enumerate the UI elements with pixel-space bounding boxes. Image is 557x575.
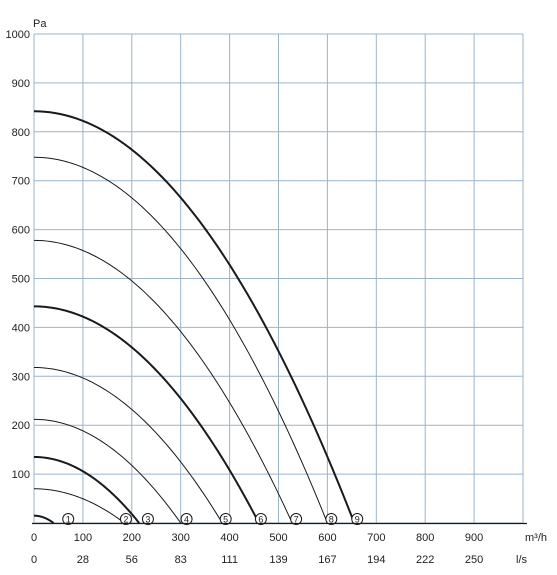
x-secondary-tick-label: 250 xyxy=(465,554,483,566)
y-tick-label: 100 xyxy=(12,469,30,481)
curve-8 xyxy=(33,156,328,524)
y-tick-label: 300 xyxy=(12,371,30,383)
curve-1 xyxy=(33,514,55,524)
curve-2 xyxy=(33,488,125,524)
y-tick-label: 900 xyxy=(12,78,30,90)
curve-label-circle xyxy=(325,513,338,525)
grid xyxy=(33,33,524,524)
curve-label-text: 8 xyxy=(329,515,334,525)
x-tick-label: 500 xyxy=(269,532,287,544)
x-tick-label: 300 xyxy=(172,532,190,544)
curve-label-circle xyxy=(290,513,303,525)
x-secondary-tick-label: 56 xyxy=(126,554,138,566)
curve-labels: 1 2 3 4 5 6 7 8 9 xyxy=(62,513,364,525)
x-tick-label: 200 xyxy=(123,532,141,544)
curve-label-text: 2 xyxy=(123,515,128,525)
x-unit-secondary-label: l/s xyxy=(516,554,528,566)
y-tick-label: 1000 xyxy=(6,29,30,41)
curve-label-text: 1 xyxy=(66,515,71,525)
y-tick-label: 500 xyxy=(12,274,30,286)
x-secondary-tick-label: 28 xyxy=(77,554,89,566)
x-tick-label: 0 xyxy=(31,532,37,544)
curve-3 xyxy=(33,455,140,524)
curve-label-text: 5 xyxy=(223,515,228,525)
curve-label-circle xyxy=(219,513,232,525)
curve-4 xyxy=(33,418,182,524)
y-tick-label: 800 xyxy=(12,127,30,139)
curve-label-text: 3 xyxy=(145,515,150,525)
x-tick-label: 900 xyxy=(465,532,483,544)
y-unit-label: Pa xyxy=(33,18,47,30)
curve-label-text: 6 xyxy=(258,515,263,525)
curve-label-circle xyxy=(254,513,267,525)
x-secondary-tick-label: 111 xyxy=(221,554,238,566)
x-secondary-tick-label: 194 xyxy=(367,554,385,566)
curve-7 xyxy=(33,239,293,524)
curve-label-circle xyxy=(141,513,154,525)
x-secondary-tick-label: 83 xyxy=(175,554,187,566)
x-unit-primary-label: m³/h xyxy=(525,532,547,544)
curve-6 xyxy=(33,305,260,524)
x-tick-label: 100 xyxy=(74,532,92,544)
x-tick-label: 400 xyxy=(220,532,238,544)
curve-label-text: 7 xyxy=(294,515,299,525)
x-secondary-tick-label: 167 xyxy=(318,554,336,566)
curve-label-circle xyxy=(351,513,364,525)
x-tick-label: 700 xyxy=(367,532,385,544)
curve-label-circle xyxy=(62,513,75,525)
curve-label-text: 9 xyxy=(355,515,360,525)
x-tick-label: 800 xyxy=(416,532,434,544)
curve-label-text: 4 xyxy=(184,515,189,525)
curve-9 xyxy=(33,110,356,524)
y-tick-label: 600 xyxy=(12,225,30,237)
curve-label-circle xyxy=(180,513,193,525)
y-tick-label: 200 xyxy=(12,420,30,432)
y-tick-label: 700 xyxy=(12,176,30,188)
y-tick-label: 400 xyxy=(12,322,30,334)
curve-5 xyxy=(33,367,223,524)
curve-label-circle xyxy=(119,513,132,525)
curves xyxy=(33,110,356,524)
x-secondary-tick-label: 222 xyxy=(416,554,434,566)
x-tick-label: 600 xyxy=(318,532,336,544)
axes: 1002003004005006007008009001000001002820… xyxy=(6,29,527,566)
x-secondary-tick-label: 0 xyxy=(31,554,37,566)
x-secondary-tick-label: 139 xyxy=(269,554,287,566)
